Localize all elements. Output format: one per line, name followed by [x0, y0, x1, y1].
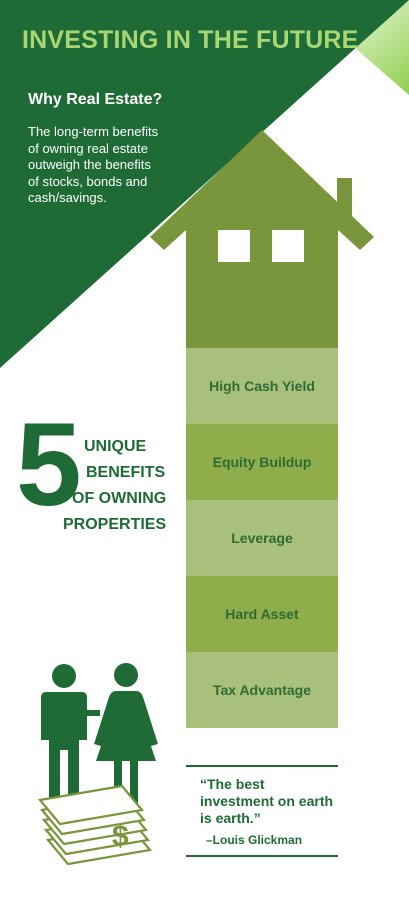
quote-author: –Louis Glickman: [206, 833, 303, 847]
quote-bottom-rule: [186, 855, 338, 857]
page-title: INVESTING IN THE FUTURE: [22, 26, 359, 54]
money-stack-icon: $: [37, 784, 153, 866]
house-window-right: [272, 230, 304, 262]
man-figure: [41, 664, 87, 806]
intro-line: cash/savings.: [28, 190, 107, 205]
quote-top-rule: [186, 765, 338, 767]
quote-text: “The best investment on earth is earth.”: [200, 776, 334, 826]
benefit-rung: Equity Buildup: [186, 424, 338, 500]
benefits-count: 5: [16, 399, 82, 531]
benefit-rung: Hard Asset: [186, 576, 338, 652]
dollar-sign-icon: $: [112, 820, 129, 853]
house-window-left: [218, 230, 250, 262]
page-subtitle: Why Real Estate?: [28, 91, 163, 108]
house-body: [150, 130, 374, 348]
benefit-rung: Tax Advantage: [186, 652, 338, 728]
dark-green-triangle: [0, 0, 409, 368]
benefits-heading-line: OF OWNING: [72, 490, 167, 507]
intro-line: of owning real estate: [28, 140, 148, 156]
intro-line: The long-term benefits: [28, 124, 159, 139]
benefits-heading-line: PROPERTIES: [63, 516, 167, 533]
intro-paragraph: The long-term benefits of owning real es…: [28, 124, 218, 207]
benefits-heading-line: UNIQUE: [84, 438, 147, 455]
woman-figure: [94, 663, 158, 806]
intro-line: of stocks, bonds and: [28, 173, 148, 189]
benefits-heading-line: BENEFITS: [86, 464, 166, 481]
benefit-rung: High Cash Yield: [186, 348, 338, 424]
benefit-rung: Leverage: [186, 500, 338, 576]
intro-line: outweigh the benefits: [28, 157, 151, 172]
holding-hands: [84, 710, 100, 716]
